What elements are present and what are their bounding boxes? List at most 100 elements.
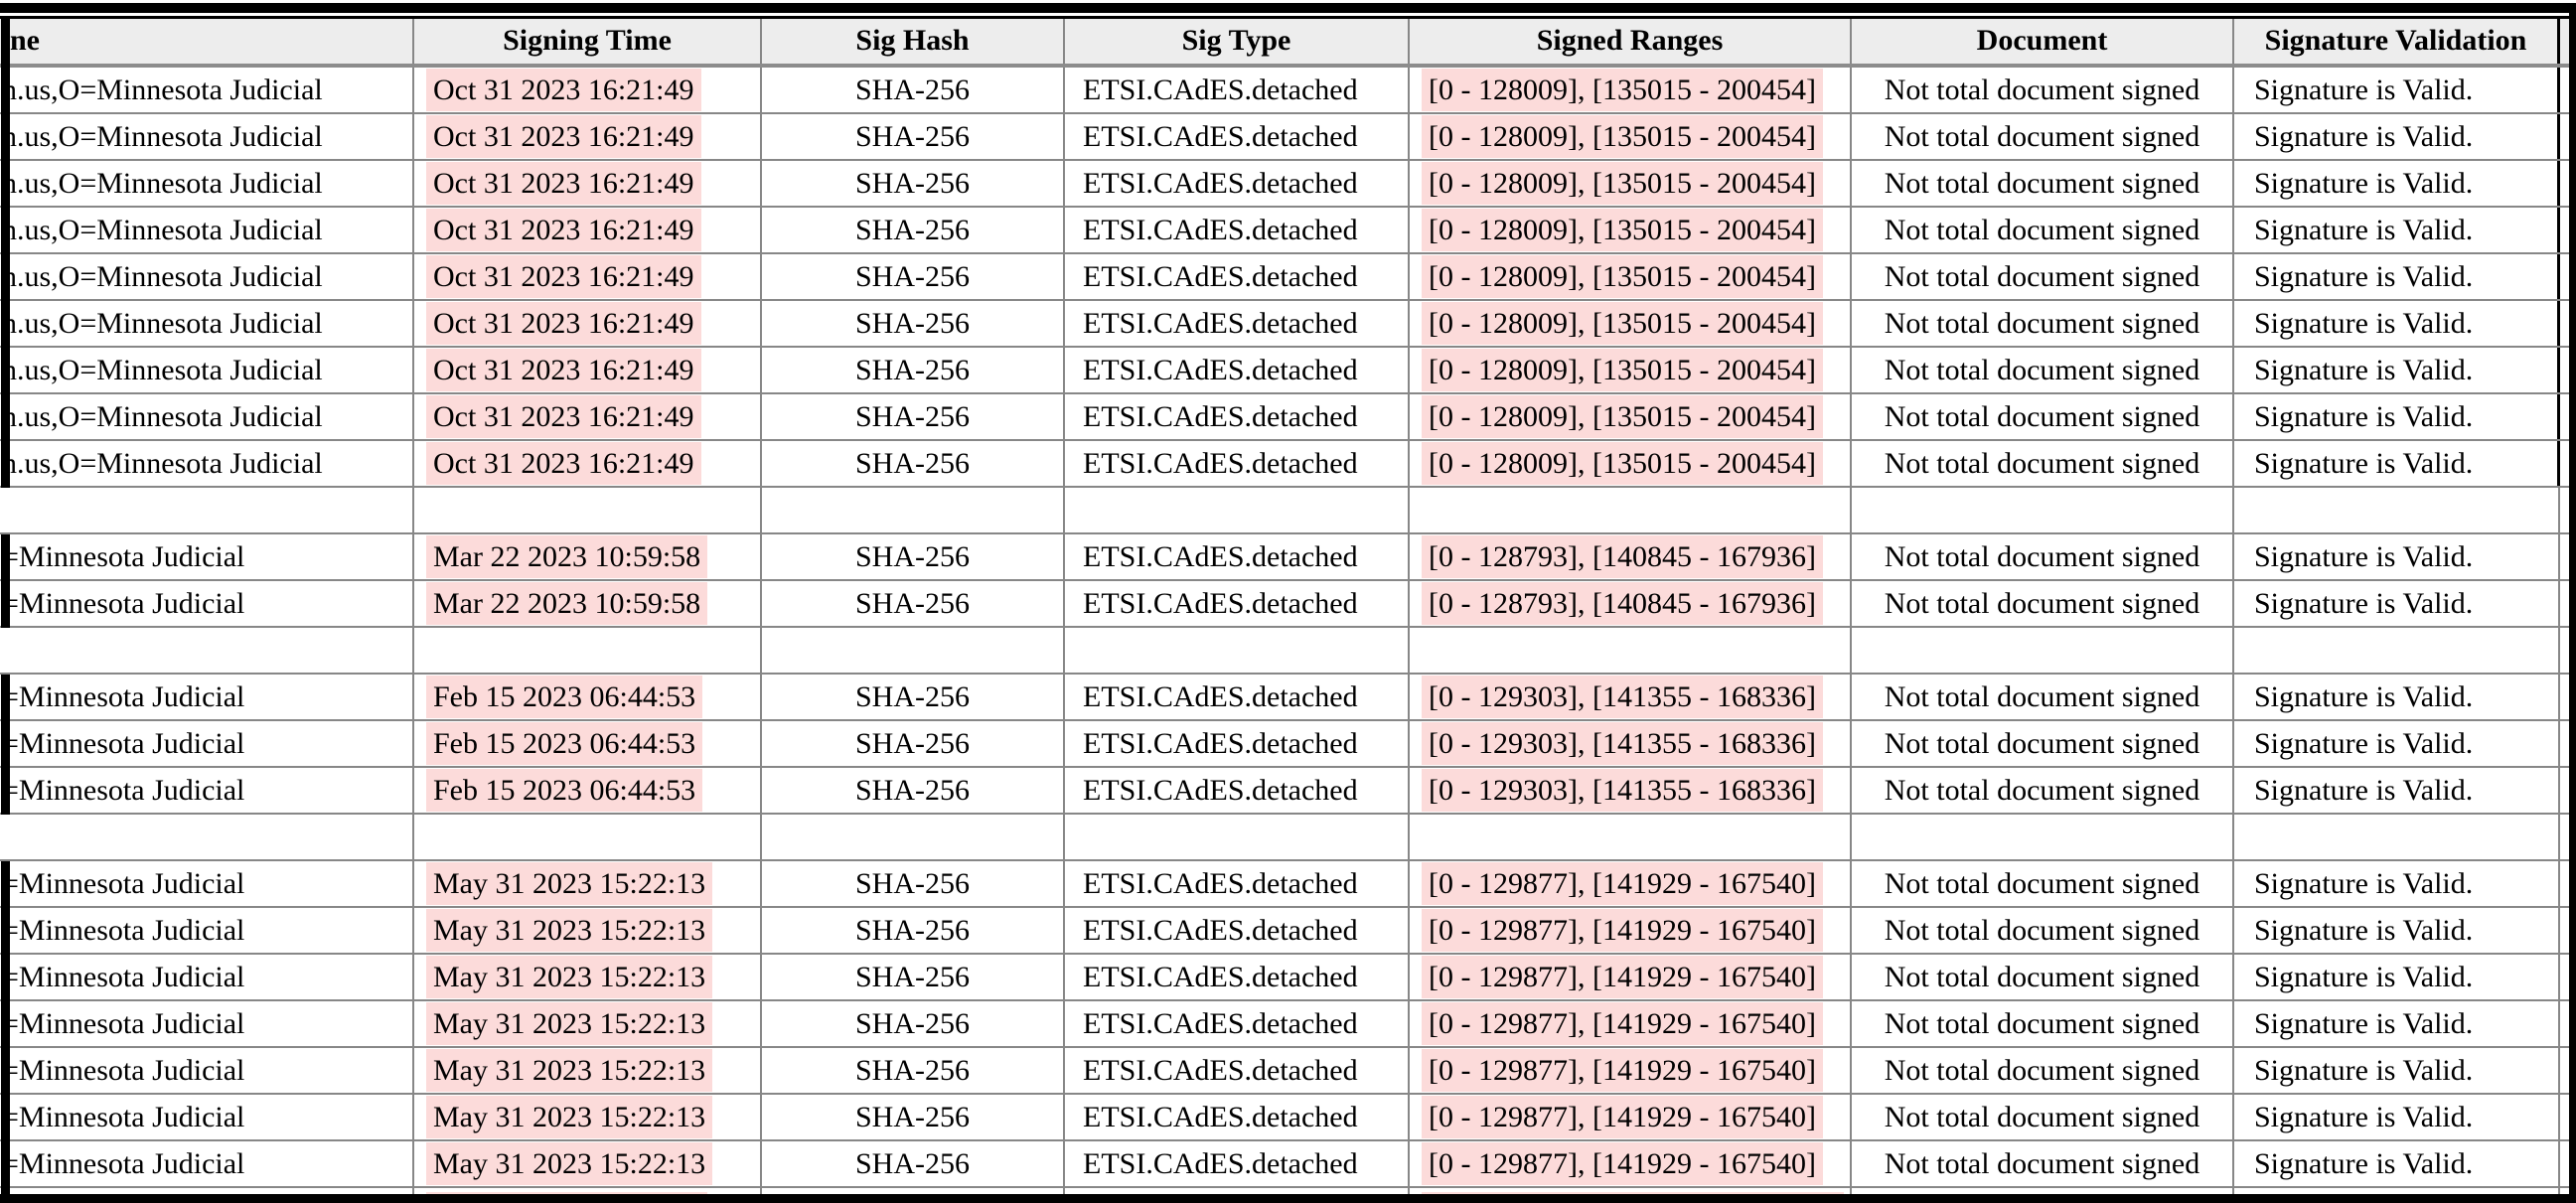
overflow-cell xyxy=(2560,675,2569,719)
signed-ranges-text: [0 - 129877], [141929 - 167540] xyxy=(1422,909,1823,952)
name-text: n.us,O=Minnesota Judicial xyxy=(2,167,323,200)
signing-time-text: Oct 31 2023 16:21:49 xyxy=(426,395,701,438)
sig-hash-text: SHA-256 xyxy=(854,447,970,480)
signature-row: =Minnesota Judicial Feb 15 2023 06:44:53 S… xyxy=(0,721,2569,768)
signing-time-text: May 31 2023 15:22:13 xyxy=(426,1002,713,1045)
sig-type-text: ETSI.CAdES.detached xyxy=(1083,774,1358,807)
separator-row-cell xyxy=(2560,628,2569,673)
signing-time-cell: May 31 2023 15:22:13 xyxy=(414,1048,762,1093)
sig-type-cell: ETSI.CAdES.detached xyxy=(1065,114,1410,159)
signature-validation-cell: Signature is Valid. xyxy=(2234,581,2560,626)
signature-validation-text: Signature is Valid. xyxy=(2254,727,2474,760)
sig-hash-text: SHA-256 xyxy=(854,214,970,246)
signed-ranges-text: [0 - 129877], [141929 - 167540] xyxy=(1422,1096,1823,1138)
sig-type-cell: ETSI.CAdES.detached xyxy=(1065,955,1410,999)
name-cell: =Minnesota Judicial xyxy=(0,534,414,579)
overflow-cell xyxy=(2560,348,2569,392)
sig-hash-cell: SHA-256 xyxy=(762,1048,1065,1093)
signature-row: =Minnesota Judicial May 31 2023 15:22:13 S… xyxy=(0,861,2569,908)
name-cell: =Minnesota Judicial xyxy=(0,675,414,719)
name-cell: n.us,O=Minnesota Judicial xyxy=(0,301,414,346)
sig-type-text: ETSI.CAdES.detached xyxy=(1083,727,1358,760)
document-text: Not total document signed xyxy=(1884,540,2200,573)
document-cell: Not total document signed xyxy=(1852,301,2234,346)
column-header-signed-ranges: Signed Ranges xyxy=(1410,19,1852,64)
separator-row-cell xyxy=(2234,628,2560,673)
document-cell: Not total document signed xyxy=(1852,534,2234,579)
sig-hash-cell: SHA-256 xyxy=(762,675,1065,719)
sig-hash-text: SHA-256 xyxy=(854,260,970,293)
overflow-cell xyxy=(2560,581,2569,626)
name-text: =Minnesota Judicial xyxy=(2,1147,245,1180)
signature-row: n.us,O=Minnesota Judicial Oct 31 2023 16:… xyxy=(0,301,2569,348)
signature-validation-cell: Signature is Valid. xyxy=(2234,955,2560,999)
partial-row-cell xyxy=(414,1188,762,1194)
signing-time-text: May 31 2023 15:22:13 xyxy=(426,1049,713,1092)
document-cell: Not total document signed xyxy=(1852,208,2234,252)
separator-row-cell xyxy=(0,628,414,673)
document-cell: Not total document signed xyxy=(1852,441,2234,486)
signing-time-cell: May 31 2023 15:22:13 xyxy=(414,861,762,906)
document-text: Not total document signed xyxy=(1884,867,2200,900)
signing-time-cell: Feb 15 2023 06:44:53 xyxy=(414,721,762,766)
table-header-row: ne Signing Time Sig Hash Sig Type Signed… xyxy=(0,19,2569,68)
signed-ranges-cell: [0 - 129877], [141929 - 167540] xyxy=(1410,908,1852,953)
sig-hash-cell: SHA-256 xyxy=(762,955,1065,999)
sig-hash-text: SHA-256 xyxy=(854,74,970,106)
sig-type-text: ETSI.CAdES.detached xyxy=(1083,1147,1358,1180)
name-text: n.us,O=Minnesota Judicial xyxy=(2,260,323,293)
document-text: Not total document signed xyxy=(1884,1054,2200,1087)
sig-hash-cell: SHA-256 xyxy=(762,1001,1065,1046)
sig-hash-text: SHA-256 xyxy=(854,1147,970,1180)
separator-row-cell xyxy=(1410,488,1852,532)
signature-row: =Minnesota Judicial May 31 2023 15:22:13 S… xyxy=(0,908,2569,955)
document-text: Not total document signed xyxy=(1884,680,2200,713)
signed-ranges-text: [0 - 128009], [135015 - 200454] xyxy=(1422,162,1823,205)
signing-time-cell: Oct 31 2023 16:21:49 xyxy=(414,68,762,112)
sig-type-cell: ETSI.CAdES.detached xyxy=(1065,675,1410,719)
sig-type-text: ETSI.CAdES.detached xyxy=(1083,260,1358,293)
signing-time-text: Mar 22 2023 10:59:58 xyxy=(426,535,708,578)
sig-hash-cell: SHA-256 xyxy=(762,161,1065,206)
signature-table: ne Signing Time Sig Hash Sig Type Signed… xyxy=(0,16,2569,1194)
signature-row: =Minnesota Judicial May 31 2023 15:22:13 S… xyxy=(0,1141,2569,1188)
signature-validation-text: Signature is Valid. xyxy=(2254,74,2474,106)
sig-type-text: ETSI.CAdES.detached xyxy=(1083,214,1358,246)
separator-row-cell xyxy=(762,628,1065,673)
signature-row: n.us,O=Minnesota Judicial Oct 31 2023 16:… xyxy=(0,441,2569,488)
document-cell: Not total document signed xyxy=(1852,161,2234,206)
signature-row: =Minnesota Judicial Mar 22 2023 10:59:58 S… xyxy=(0,581,2569,628)
overflow-cell xyxy=(2560,161,2569,206)
document-text: Not total document signed xyxy=(1884,307,2200,340)
overflow-cell xyxy=(2560,1095,2569,1139)
column-header-name: ne xyxy=(0,19,414,64)
name-text: n.us,O=Minnesota Judicial xyxy=(2,354,323,386)
sig-type-cell: ETSI.CAdES.detached xyxy=(1065,721,1410,766)
signature-validation-text: Signature is Valid. xyxy=(2254,1054,2474,1087)
signature-row: n.us,O=Minnesota Judicial Oct 31 2023 16:… xyxy=(0,161,2569,208)
signature-validation-text: Signature is Valid. xyxy=(2254,680,2474,713)
name-cell: n.us,O=Minnesota Judicial xyxy=(0,254,414,299)
signature-validation-text: Signature is Valid. xyxy=(2254,867,2474,900)
sig-type-text: ETSI.CAdES.detached xyxy=(1083,961,1358,993)
partial-row-cell xyxy=(0,1188,414,1194)
name-cell: n.us,O=Minnesota Judicial xyxy=(0,114,414,159)
separator-row-cell xyxy=(762,815,1065,859)
name-text: =Minnesota Judicial xyxy=(2,961,245,993)
signature-row: =Minnesota Judicial May 31 2023 15:22:13 S… xyxy=(0,1048,2569,1095)
document-cell: Not total document signed xyxy=(1852,1001,2234,1046)
signature-validation-text: Signature is Valid. xyxy=(2254,540,2474,573)
name-cell: =Minnesota Judicial xyxy=(0,1095,414,1139)
separator-row-cell xyxy=(0,815,414,859)
sig-hash-cell: SHA-256 xyxy=(762,68,1065,112)
signing-time-text: Oct 31 2023 16:21:49 xyxy=(426,69,701,111)
signed-ranges-cell: [0 - 128793], [140845 - 167936] xyxy=(1410,581,1852,626)
sig-hash-cell: SHA-256 xyxy=(762,208,1065,252)
signed-ranges-cell: [0 - 128009], [135015 - 200454] xyxy=(1410,208,1852,252)
separator-row-cell xyxy=(0,488,414,532)
sig-hash-text: SHA-256 xyxy=(854,120,970,153)
signature-row: =Minnesota Judicial May 31 2023 15:22:13 S… xyxy=(0,1001,2569,1048)
signature-validation-cell: Signature is Valid. xyxy=(2234,675,2560,719)
signature-validation-cell: Signature is Valid. xyxy=(2234,1141,2560,1186)
separator-row-cell xyxy=(1410,815,1852,859)
